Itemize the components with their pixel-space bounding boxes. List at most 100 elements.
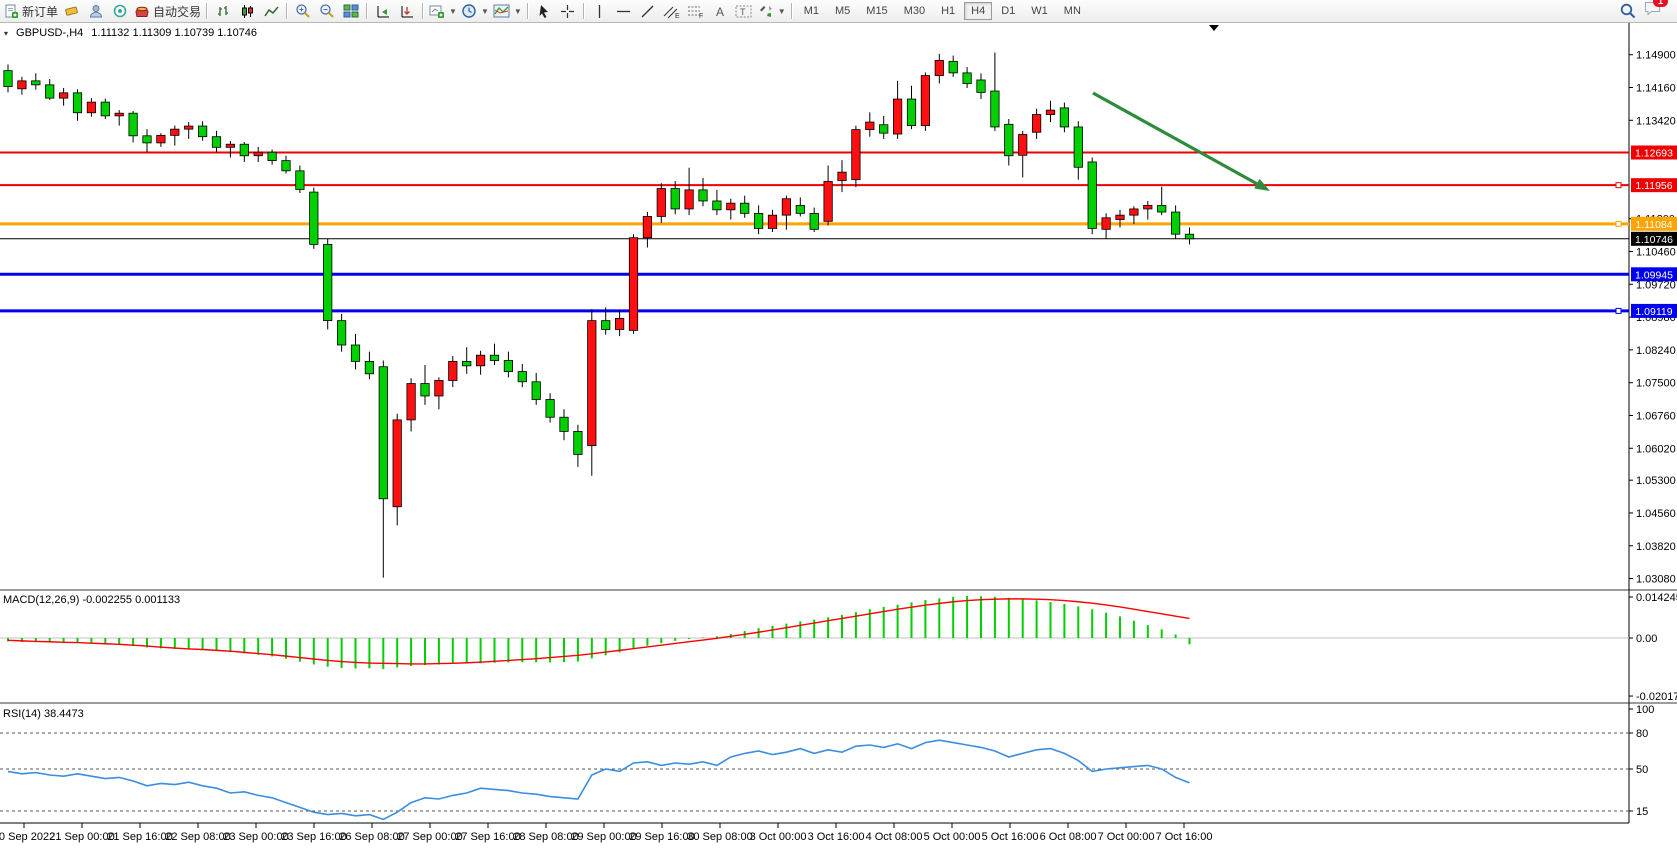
timeframe-button-M1[interactable]: M1 — [803, 5, 819, 17]
signal-button[interactable] — [108, 1, 132, 21]
candle-body — [267, 151, 277, 162]
notifications-button[interactable]: 1 — [1644, 0, 1668, 21]
candle-body — [948, 60, 958, 74]
chart-shift-button[interactable] — [395, 1, 419, 21]
profile-button[interactable] — [84, 1, 108, 21]
chart-shift-marker-icon[interactable] — [1209, 25, 1219, 31]
vertical-line-button[interactable] — [588, 1, 612, 21]
line-handle[interactable] — [1615, 182, 1622, 189]
price-tick-label: 1.03820 — [1636, 541, 1676, 553]
horizontal-line-button[interactable] — [612, 1, 636, 21]
text-icon: A — [716, 5, 724, 19]
timeframe-button-M30[interactable]: M30 — [903, 5, 926, 17]
timeframe-button-H1[interactable]: H1 — [941, 5, 956, 17]
candle-body — [197, 125, 208, 138]
candle-body — [837, 171, 847, 181]
time-tick-label: 7 Oct 16:00 — [1156, 831, 1213, 843]
candle-body — [225, 143, 235, 148]
time-tick-label: 6 Oct 08:00 — [1040, 831, 1097, 843]
search-icon[interactable] — [1620, 3, 1636, 19]
candle-body — [184, 125, 194, 130]
time-tick-label: 30 Sep 08:00 — [687, 831, 752, 843]
candle-body — [795, 204, 805, 214]
candle-body — [656, 188, 666, 217]
candle-body — [934, 60, 944, 76]
new-chart-button[interactable]: ▼ — [427, 1, 459, 21]
time-tick-label: 4 Oct 08:00 — [866, 831, 923, 843]
shapes-button[interactable]: ▼ — [756, 1, 788, 21]
price-tick-label: 1.05300 — [1636, 475, 1676, 487]
chevron-down-icon: ▼ — [777, 6, 786, 16]
price-tick-label: 1.06020 — [1636, 443, 1676, 455]
time-tick-label: 22 Sep 08:00 — [165, 831, 230, 843]
candle-body — [142, 135, 152, 144]
timeframe-button-M15[interactable]: M15 — [866, 5, 888, 17]
candle-body — [615, 318, 625, 330]
indicators-icon — [493, 4, 510, 17]
bar-chart-icon — [217, 5, 228, 16]
indicators-button[interactable]: ▼ — [491, 1, 524, 21]
toolbar-separator — [206, 3, 209, 19]
chart-autoscroll-button[interactable] — [371, 1, 395, 21]
profiles-button[interactable]: ▼ — [459, 1, 491, 21]
line-chart-button[interactable] — [259, 1, 283, 21]
time-tick-label: 23 Sep 00:00 — [223, 831, 288, 843]
line-chart-icon — [263, 6, 279, 16]
chart-title: ▾ GBPUSD-,H4 1.11132 1.11309 1.10739 1.1… — [4, 27, 257, 39]
trend-arrow-line[interactable] — [1092, 91, 1258, 186]
timeframe-button-MN[interactable]: MN — [1063, 5, 1081, 17]
price-tag-label: 1.11084 — [1635, 219, 1672, 231]
candle-body — [392, 419, 402, 508]
zoom-in-button[interactable] — [291, 1, 315, 21]
candle-body — [990, 90, 1000, 128]
new-order-label: 新订单 — [22, 4, 59, 19]
channel-button[interactable]: E — [660, 1, 684, 21]
new-order-button[interactable]: 新订单 — [2, 1, 60, 21]
candlestick-button[interactable] — [235, 1, 259, 21]
toolbar-separator — [526, 3, 529, 19]
time-tick-label: 5 Oct 00:00 — [924, 831, 981, 843]
tile-windows-button[interactable] — [339, 1, 363, 21]
timeframe-button-H4[interactable]: H4 — [964, 2, 993, 20]
time-tick-label: 21 Sep 00:00 — [49, 831, 114, 843]
toolbar-separator — [582, 3, 585, 19]
trendline-button[interactable] — [636, 1, 660, 21]
timeframe-button-M5[interactable]: M5 — [835, 5, 851, 17]
collapse-arrow-icon[interactable]: ▾ — [4, 28, 9, 38]
profile-icon — [90, 5, 103, 18]
eraser-button[interactable] — [60, 1, 84, 21]
line-handle[interactable] — [1615, 220, 1622, 227]
zoom-out-button[interactable] — [315, 1, 339, 21]
line-handle[interactable] — [1615, 307, 1622, 314]
time-tick-label: 28 Sep 08:00 — [513, 831, 578, 843]
timeframe-button-D1[interactable]: D1 — [1001, 5, 1016, 17]
candle-body — [767, 214, 778, 229]
crosshair-button[interactable] — [556, 1, 580, 21]
autotrade-button[interactable]: 自动交易 — [132, 1, 203, 21]
text-label-button[interactable]: T — [732, 1, 756, 21]
candle-body — [45, 84, 55, 99]
bar-chart-button[interactable] — [211, 1, 235, 21]
candle-body — [1087, 161, 1097, 229]
chevron-down-icon: ▼ — [449, 6, 457, 16]
price-chart[interactable]: 1.149001.141601.134201.112001.104601.097… — [0, 23, 1677, 848]
candle-body — [350, 344, 361, 362]
fibonacci-button[interactable]: F — [684, 1, 708, 21]
rsi-line — [7, 739, 1190, 821]
macd-signal-line — [7, 598, 1190, 665]
profiles-clock-icon — [462, 4, 476, 18]
cursor-button[interactable] — [532, 1, 556, 21]
candle-body — [906, 98, 917, 127]
candle-body — [239, 143, 249, 157]
candle-body — [517, 371, 527, 383]
timeframe-button-W1[interactable]: W1 — [1031, 5, 1048, 17]
candle-body — [59, 92, 69, 99]
candle-body — [1143, 204, 1153, 210]
chart-window: 1.149001.141601.134201.112001.104601.097… — [0, 23, 1677, 848]
time-tick-label: 3 Oct 16:00 — [808, 831, 865, 843]
text-button[interactable]: A — [708, 1, 732, 21]
price-tick-label: 1.14900 — [1636, 50, 1676, 62]
new-order-icon — [5, 4, 18, 18]
price-tick-label: 1.03080 — [1636, 574, 1676, 586]
candle-body — [726, 202, 736, 211]
